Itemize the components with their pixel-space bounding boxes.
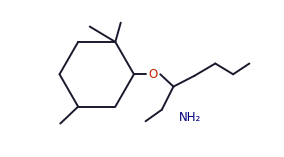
Text: O: O xyxy=(149,68,158,81)
Text: NH₂: NH₂ xyxy=(179,111,202,124)
